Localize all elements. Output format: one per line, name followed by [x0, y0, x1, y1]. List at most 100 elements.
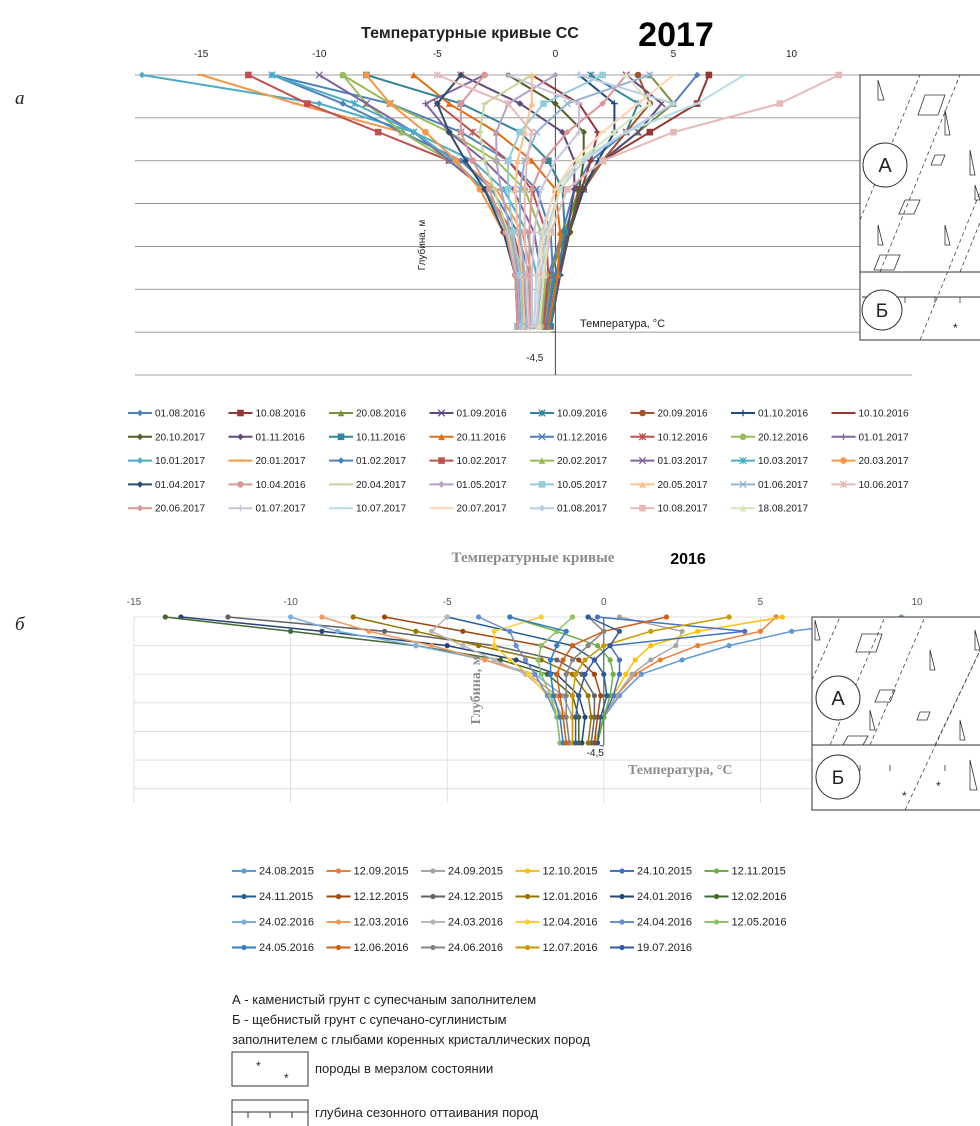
data-point [570, 693, 575, 698]
geology-column: А Б ** [812, 617, 980, 810]
figure: а Температурные кривые СС 2017 -15-10-50… [0, 0, 980, 1126]
legend-label: 10.12.2016 [658, 432, 708, 443]
data-point [316, 100, 323, 107]
data-point [601, 672, 606, 677]
series-line [165, 617, 579, 743]
note: Б - щебнистый грунт с супечано-суглинист… [232, 1012, 507, 1027]
symbol-label: породы в мерзлом состоянии [315, 1061, 493, 1076]
legend-marker [137, 481, 144, 488]
data-point [648, 657, 653, 662]
legend-marker [137, 434, 144, 441]
legend-label: 01.05.2017 [457, 480, 507, 491]
data-point [366, 629, 371, 634]
data-point [835, 72, 842, 79]
data-point [531, 229, 538, 236]
x-tick-label: -5 [443, 597, 452, 608]
data-point [680, 657, 685, 662]
series-line [142, 75, 536, 326]
data-point [505, 157, 512, 164]
legend-label: 24.10.2015 [637, 866, 692, 878]
panel-label: а [15, 88, 25, 109]
x-axis-label: Температура, °С [580, 318, 665, 330]
legend: 01.08.201610.08.201620.08.201601.09.2016… [128, 409, 909, 515]
series-line [228, 617, 594, 743]
data-point [589, 715, 594, 720]
legend-marker [137, 410, 144, 417]
data-point [623, 672, 628, 677]
legend-marker [619, 945, 624, 950]
data-point [742, 629, 747, 634]
legend-marker [525, 919, 530, 924]
legend-label: 20.05.2017 [658, 480, 708, 491]
y-tick-label: -4,5 [526, 353, 544, 364]
legend-marker [438, 457, 445, 464]
legend-marker [336, 894, 341, 899]
data-point [617, 672, 622, 677]
legend-label: 24.06.2016 [448, 942, 503, 954]
legend-label: 01.11.2016 [256, 432, 306, 443]
legend-label: 01.08.2016 [155, 409, 205, 420]
legend-label: 12.04.2016 [543, 917, 598, 929]
legend-marker [336, 919, 341, 924]
data-point [726, 643, 731, 648]
y-axis-label: Глубина, м [416, 220, 428, 271]
legend-label: 01.04.2017 [155, 480, 205, 491]
x-tick-label: 0 [553, 49, 559, 60]
data-point [557, 693, 562, 698]
data-point [458, 100, 465, 107]
data-point [535, 657, 540, 662]
data-point [695, 629, 700, 634]
data-point [458, 129, 465, 136]
data-point [617, 657, 622, 662]
symbol-label: глубина сезонного оттаивания пород [315, 1105, 539, 1120]
legend-label: 19.07.2016 [637, 942, 692, 954]
legend-label: 10.05.2017 [557, 480, 607, 491]
legend-label: 20.07.2017 [457, 504, 507, 515]
data-point [601, 643, 606, 648]
legend-label: 24.05.2016 [259, 942, 314, 954]
y-tick-label: -4,5 [587, 748, 605, 759]
data-point [573, 740, 578, 745]
data-point [601, 629, 606, 634]
legend-label: 18.08.2017 [758, 504, 808, 515]
legend-label: 12.09.2015 [354, 866, 409, 878]
data-point [564, 629, 569, 634]
legend-label: 01.03.2017 [658, 456, 708, 467]
x-tick-label: -5 [433, 49, 442, 60]
x-tick-label: -15 [127, 597, 142, 608]
data-point [780, 614, 785, 619]
legend-label: 10.01.2017 [155, 456, 205, 467]
legend-marker [539, 481, 546, 488]
data-point [413, 643, 418, 648]
data-point [554, 672, 559, 677]
svg-text:*: * [284, 1071, 289, 1085]
legend-label: 10.04.2016 [256, 480, 306, 491]
data-point [658, 657, 663, 662]
legend-label: 10.02.2017 [457, 456, 507, 467]
legend-label: 12.01.2016 [543, 891, 598, 903]
data-point [647, 129, 654, 136]
data-point [592, 672, 597, 677]
legend-marker [438, 481, 445, 488]
legend-label: 24.12.2015 [448, 891, 503, 903]
data-point [507, 657, 512, 662]
geology-column: А Б * [860, 75, 980, 340]
data-point [560, 657, 565, 662]
zone-label: Б [832, 768, 844, 789]
data-point [576, 693, 581, 698]
svg-text:*: * [256, 1059, 261, 1073]
panel-label: б [15, 614, 26, 635]
legend-label: 24.09.2015 [448, 866, 503, 878]
data-point [695, 643, 700, 648]
legend-label: 12.07.2016 [543, 942, 598, 954]
legend-marker [336, 868, 341, 873]
data-point [576, 657, 581, 662]
legend-label: 10.07.2017 [356, 504, 406, 515]
x-tick-label: 5 [671, 49, 677, 60]
legend-marker [137, 505, 144, 512]
legend-label: 10.08.2017 [658, 504, 708, 515]
legend-label: 20.03.2017 [859, 456, 909, 467]
data-point [629, 672, 634, 677]
data-point [507, 614, 512, 619]
legend-marker [714, 868, 719, 873]
